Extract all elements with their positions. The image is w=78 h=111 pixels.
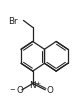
Text: Br: Br [8,17,18,26]
Text: N: N [29,81,36,90]
Text: −: − [9,87,15,93]
Text: O: O [16,86,23,95]
Text: O: O [47,86,54,95]
Text: +: + [35,81,40,86]
